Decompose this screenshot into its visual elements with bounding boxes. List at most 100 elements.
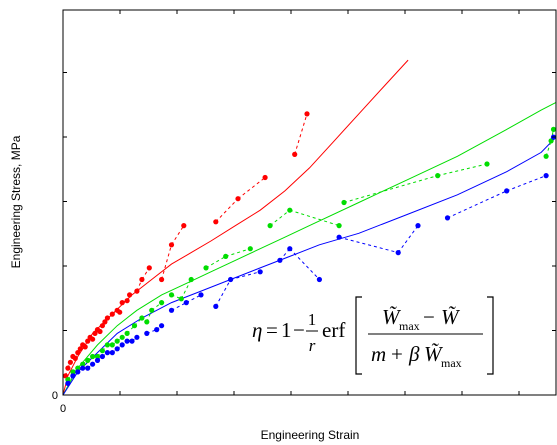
green-data-point — [203, 265, 209, 271]
green-data-point — [70, 369, 76, 375]
green-data-point — [85, 357, 91, 363]
blue-data-point — [154, 327, 160, 333]
equation-num-max-sub: max — [399, 319, 420, 333]
equation-den-beta: β — [408, 342, 420, 366]
equation-den-max-sub: max — [441, 356, 462, 370]
red-data-point — [139, 276, 145, 283]
green-data-point — [168, 292, 175, 298]
red-data-point — [97, 328, 103, 335]
blue-data-point — [119, 342, 125, 348]
green-data-point — [178, 296, 184, 302]
red-data-point — [134, 288, 140, 294]
red-data-point — [67, 359, 73, 365]
green-test-path — [205, 255, 226, 269]
green-test-path — [289, 209, 340, 227]
equation-left-bracket — [355, 296, 362, 375]
green-data-point — [484, 161, 490, 167]
green-data-point — [247, 246, 253, 252]
red-data-point — [82, 344, 88, 350]
red-data-point — [75, 350, 81, 356]
blue-data-point — [213, 303, 219, 309]
green-data-point — [119, 334, 125, 340]
blue-test-path — [397, 225, 419, 253]
red-data-point — [117, 309, 123, 315]
blue-data-point — [183, 300, 189, 306]
red-data-point — [168, 242, 175, 248]
green-data-point — [341, 199, 347, 206]
blue-test-path — [230, 271, 261, 280]
blue-data-point — [336, 234, 342, 240]
y-axis-label: Engineering Stress, MPa — [9, 135, 23, 268]
blue-test-path — [338, 236, 399, 254]
red-data-point — [72, 355, 78, 361]
blue-data-point — [444, 215, 451, 221]
green-data-point — [149, 307, 155, 313]
red-data-point — [262, 174, 268, 181]
red-data-point — [77, 346, 83, 352]
blue-test-path — [447, 190, 507, 219]
red-data-point — [213, 219, 219, 225]
green-data-point — [80, 361, 86, 367]
blue-data-point — [70, 373, 76, 379]
green-data-point — [139, 315, 145, 321]
green-test-path — [180, 279, 192, 300]
blue-data-point — [90, 361, 96, 367]
red-test-path — [215, 198, 239, 223]
red-data-point — [119, 300, 125, 306]
red-test-path — [161, 244, 172, 280]
blue-data-point — [124, 338, 130, 344]
blue-data-point — [543, 173, 549, 179]
green-data-point — [548, 138, 554, 144]
green-data-point — [267, 223, 273, 229]
equation-den-m: m — [371, 342, 386, 366]
green-model-curve — [63, 101, 557, 395]
green-data-point — [75, 365, 81, 371]
red-data-point — [109, 311, 115, 317]
green-data-point — [543, 153, 549, 159]
blue-test-path — [289, 248, 320, 280]
red-data-point — [63, 373, 69, 379]
blue-data-point — [114, 346, 120, 352]
red-data-point — [304, 111, 310, 117]
plot-area — [63, 59, 557, 395]
blue-data-point — [134, 334, 140, 340]
red-test-path — [171, 225, 185, 246]
green-data-point — [99, 348, 105, 354]
red-data-point — [65, 365, 71, 371]
equation-frac-one: 1 — [308, 310, 317, 329]
green-data-point — [435, 173, 441, 179]
equation-erf: erf — [322, 318, 345, 342]
green-test-path — [343, 175, 438, 203]
blue-data-point — [75, 369, 81, 375]
blue-data-point — [395, 250, 401, 256]
blue-data-point — [129, 338, 135, 344]
blue-data-point — [504, 188, 510, 194]
green-data-point — [94, 353, 101, 360]
red-data-point — [146, 265, 152, 271]
equation-den-wmax: W̃ — [424, 342, 444, 366]
red-data-point — [85, 338, 91, 344]
x-axis-label: Engineering Strain — [261, 428, 360, 442]
blue-data-point — [80, 365, 86, 371]
green-test-path — [225, 248, 251, 257]
green-data-point — [104, 342, 110, 348]
equation-equals: = — [266, 318, 278, 342]
green-data-point — [159, 300, 165, 306]
red-data-point — [102, 319, 108, 325]
blue-data-point — [94, 357, 101, 363]
blue-data-point — [99, 353, 105, 360]
blue-data-point — [277, 257, 283, 263]
blue-data-point — [159, 323, 165, 329]
blue-data-point — [85, 365, 91, 371]
blue-test-path — [506, 175, 547, 192]
blue-test-path — [186, 294, 202, 304]
x-tick-label-0: 0 — [60, 403, 66, 415]
blue-data-point — [287, 246, 293, 252]
green-test-path — [545, 140, 552, 157]
blue-model-curve — [63, 136, 557, 395]
equation-one: 1 — [281, 318, 292, 342]
red-data-point — [90, 336, 96, 342]
green-data-point — [114, 338, 120, 344]
red-data-point — [159, 276, 165, 283]
